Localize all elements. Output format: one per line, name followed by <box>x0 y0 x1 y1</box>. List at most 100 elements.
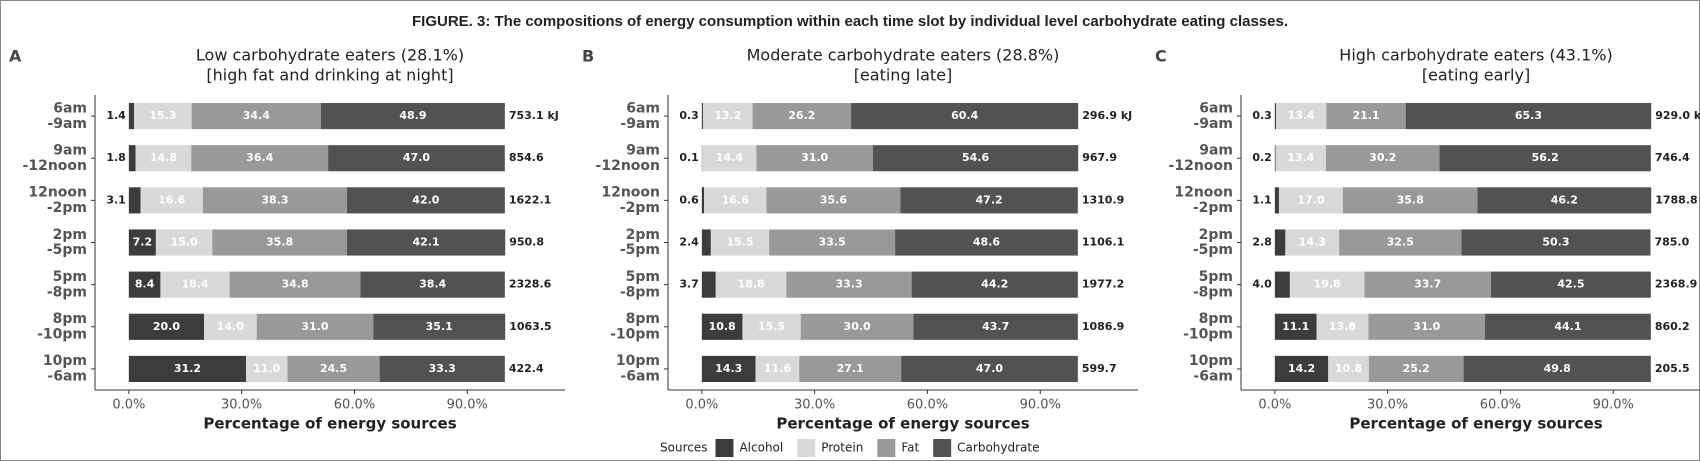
total-label: 746.4 <box>1655 151 1690 164</box>
bar-segment <box>1439 145 1651 172</box>
bar-segment <box>128 103 135 130</box>
segment-label: 15.5 <box>726 236 753 249</box>
y-tick-label: 2pm -5pm <box>620 227 660 258</box>
bar-segment <box>1325 145 1440 172</box>
bar-segment <box>742 313 801 340</box>
segment-label: 19.8 <box>1314 278 1341 291</box>
segment-label: 25.2 <box>1403 362 1430 375</box>
segment-label: 16.6 <box>158 193 185 206</box>
bar-segment <box>135 145 192 172</box>
segment-label: 15.3 <box>149 109 176 122</box>
bar-segment <box>128 355 247 382</box>
bar-segment <box>1368 355 1464 382</box>
bar-segment <box>702 145 757 172</box>
legend-swatch <box>877 439 896 457</box>
bar-segment <box>128 187 141 214</box>
segment-label: 48.9 <box>399 109 426 122</box>
segment-label: 56.2 <box>1532 151 1559 164</box>
y-tick-label: 5pm -8pm <box>1193 269 1233 300</box>
bar-segment <box>895 229 1078 256</box>
bar-segment <box>1274 145 1276 172</box>
segment-label: 14.2 <box>1288 362 1315 375</box>
y-tick-label: 12noon -2pm <box>28 185 87 216</box>
bar-segment <box>1274 103 1276 130</box>
bar-segment <box>786 271 912 298</box>
y-tick-label: 9am -12noon <box>23 143 87 174</box>
y-tick-label: 8pm -10pm <box>1183 311 1233 342</box>
segment-label: 1.1 <box>1252 193 1272 206</box>
segment-label: 43.7 <box>982 320 1009 333</box>
segment-label: 18.4 <box>181 278 208 291</box>
bar-segment <box>1485 313 1651 340</box>
legend-title: Sources <box>660 441 707 455</box>
legend-swatch <box>797 439 816 457</box>
bar-segment <box>191 103 321 130</box>
x-tick-label: 60.0% <box>334 398 375 413</box>
bar-segment <box>911 271 1078 298</box>
y-tick-label: 10pm -6am <box>43 353 87 384</box>
segment-label: 17.0 <box>1297 193 1324 206</box>
bar-segment <box>1463 355 1651 382</box>
segment-label: 15.0 <box>171 236 198 249</box>
segment-label: 14.8 <box>150 151 177 164</box>
x-tick-label: 30.0% <box>221 398 262 413</box>
bar-segment <box>1461 229 1651 256</box>
bar-segment <box>766 187 901 214</box>
segment-label: 14.0 <box>217 320 244 333</box>
y-tick-label: 6am -9am <box>620 100 660 131</box>
segment-label: 0.6 <box>679 193 699 206</box>
total-label: 1310.9 <box>1082 193 1124 206</box>
bar-segment <box>701 229 711 256</box>
x-tick-label: 90.0% <box>1020 398 1061 413</box>
bar-segment <box>373 313 506 340</box>
segment-label: 47.0 <box>976 362 1003 375</box>
segment-label: 54.6 <box>962 151 989 164</box>
segment-label: 30.0 <box>844 320 871 333</box>
bar-segment <box>701 187 705 214</box>
total-label: 2328.6 <box>509 278 552 291</box>
bar-segment <box>128 313 205 340</box>
total-label: 1086.9 <box>1082 320 1124 333</box>
segment-label: 24.5 <box>320 362 347 375</box>
x-axis-label: Percentage of energy sources <box>776 415 1029 433</box>
x-tick-label: 0.0% <box>1258 398 1291 413</box>
bar-segment <box>1339 229 1462 256</box>
bar-segment <box>701 313 743 340</box>
bar-segment <box>1274 229 1286 256</box>
segment-label: 44.1 <box>1554 320 1581 333</box>
segment-label: 14.3 <box>715 362 742 375</box>
x-tick-label: 60.0% <box>907 398 948 413</box>
segment-label: 42.5 <box>1557 278 1584 291</box>
panel-title: High carbohydrate eaters (43.1%) <box>1339 46 1612 65</box>
segment-label: 34.4 <box>243 109 270 122</box>
y-tick-label: 12noon -2pm <box>1174 185 1233 216</box>
panel-letter: B <box>582 47 594 66</box>
segment-label: 16.6 <box>722 193 749 206</box>
y-tick-label: 6am -9am <box>1193 100 1233 131</box>
panel-subtitle: [eating early] <box>1422 66 1530 85</box>
bar-segment <box>360 271 505 298</box>
bar-segment <box>1274 187 1279 214</box>
segment-label: 34.8 <box>281 278 308 291</box>
segment-label: 38.3 <box>261 193 288 206</box>
segment-label: 10.8 <box>1335 362 1362 375</box>
y-tick-label: 2pm -5pm <box>1193 227 1233 258</box>
bar-segment <box>701 355 756 382</box>
segment-label: 0.3 <box>1252 109 1272 122</box>
segment-label: 11.0 <box>253 362 280 375</box>
total-label: 1106.1 <box>1082 236 1124 249</box>
segment-label: 42.1 <box>412 236 439 249</box>
x-tick-label: 90.0% <box>447 398 488 413</box>
segment-label: 50.3 <box>1542 236 1569 249</box>
segment-label: 27.1 <box>837 362 864 375</box>
y-tick-label: 9am -12noon <box>596 143 660 174</box>
bar-segment <box>134 103 192 130</box>
y-tick-label: 6am -9am <box>47 100 87 131</box>
bar-segment <box>160 271 230 298</box>
y-tick-label: 12noon -2pm <box>601 185 660 216</box>
legend-label: Protein <box>821 441 863 455</box>
segment-label: 11.6 <box>764 362 791 375</box>
segment-label: 38.4 <box>419 278 446 291</box>
x-axis-label: Percentage of energy sources <box>1349 415 1602 433</box>
